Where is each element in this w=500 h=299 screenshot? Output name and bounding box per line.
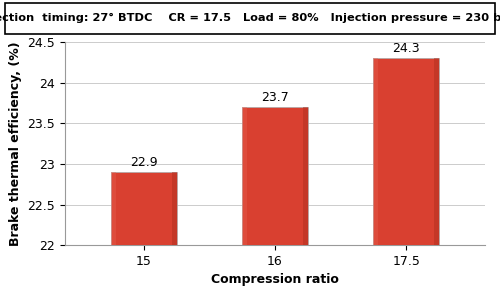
Text: 24.3: 24.3 [392,42,420,55]
Bar [111,172,116,245]
Bar [242,107,247,245]
FancyBboxPatch shape [5,2,495,34]
Bar [374,58,378,245]
X-axis label: Compression ratio: Compression ratio [211,274,339,286]
Text: Injection  timing: 27° BTDC    CR = 17.5   Load = 80%   Injection pressure = 230: Injection timing: 27° BTDC CR = 17.5 Loa… [0,13,500,23]
Bar [242,107,308,245]
Text: 22.9: 22.9 [130,156,158,169]
Text: 23.7: 23.7 [261,91,289,104]
Bar [434,58,439,245]
Bar [374,58,439,245]
Y-axis label: Brake thermal efficiency, (%): Brake thermal efficiency, (%) [9,41,22,246]
Bar [303,107,308,245]
Bar [172,172,176,245]
Bar [111,172,176,245]
